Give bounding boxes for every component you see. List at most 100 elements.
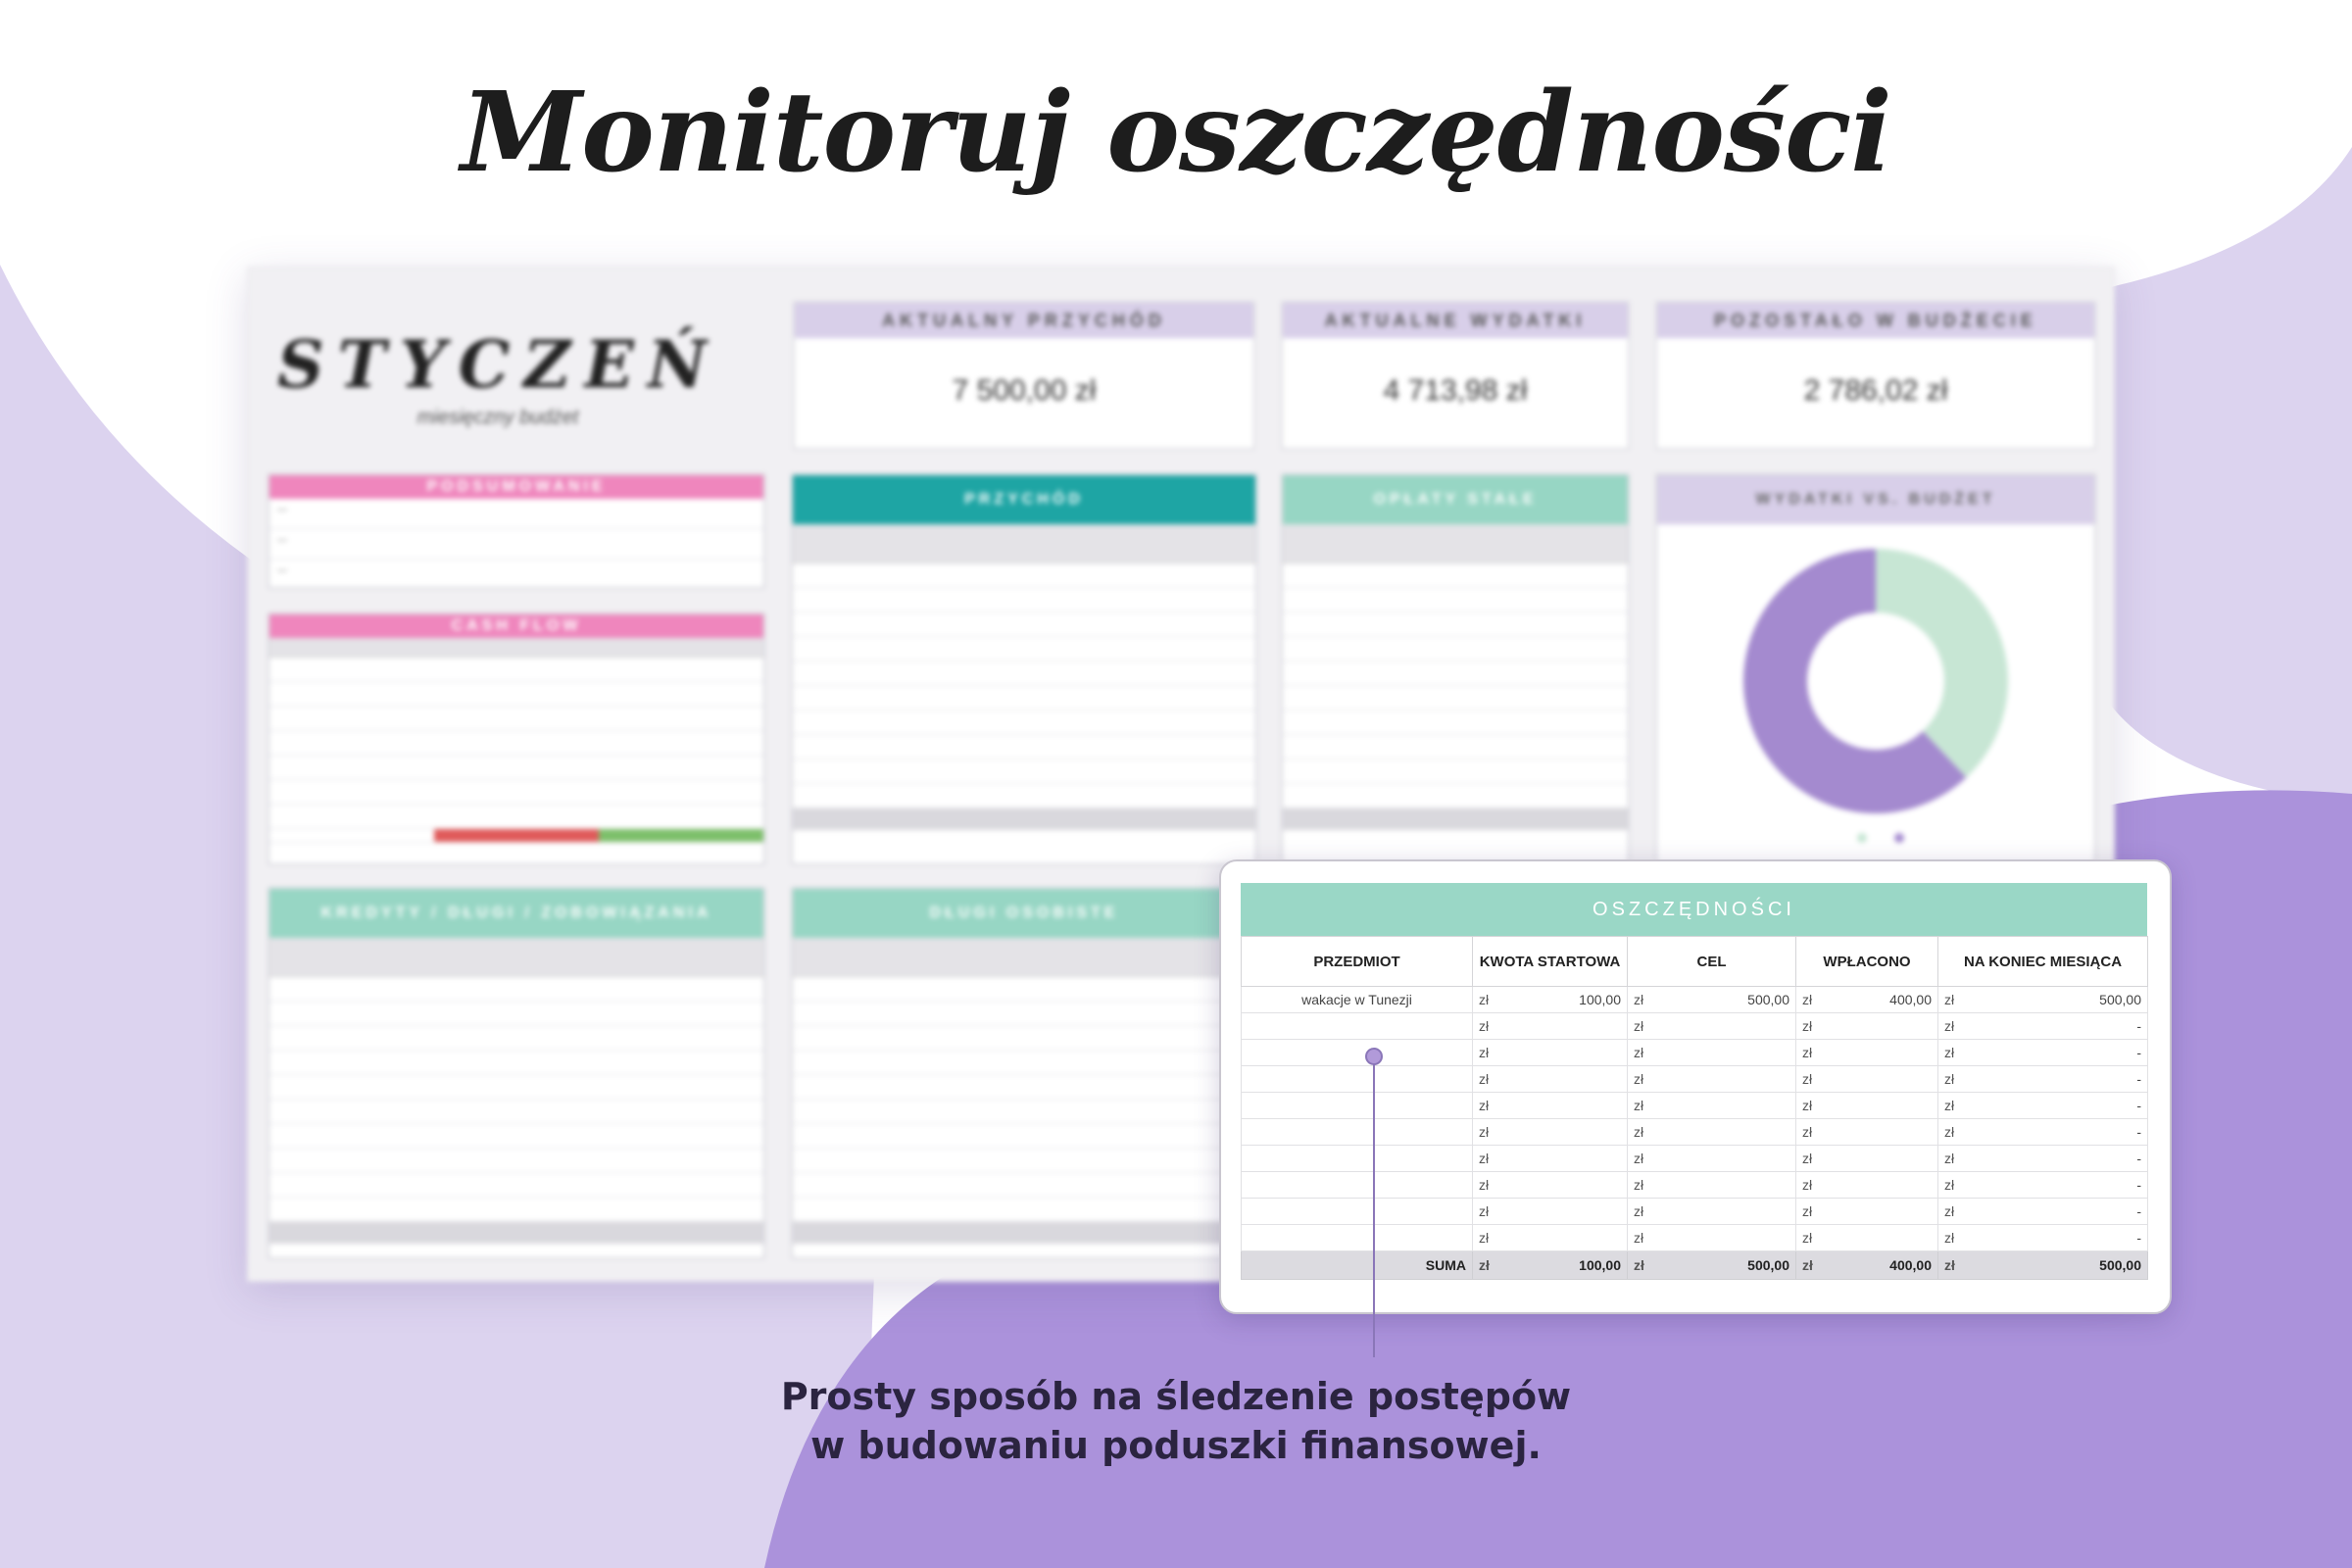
currency-label: zł bbox=[1479, 1257, 1490, 1273]
item-cell[interactable] bbox=[1241, 1065, 1473, 1093]
savings-card: OSZCZĘDNOŚCI PRZEDMIOT KWOTA STARTOWA CE… bbox=[1219, 859, 2172, 1314]
goal-amount-cell[interactable]: zł bbox=[1627, 1012, 1796, 1040]
currency-label: zł bbox=[1944, 1257, 1955, 1273]
end-amount-cell[interactable]: zł - bbox=[1937, 1171, 2148, 1199]
start-amount-cell[interactable]: zł bbox=[1472, 1224, 1628, 1251]
start-amount-cell[interactable]: zł bbox=[1472, 1118, 1628, 1146]
end-amount-cell[interactable]: zł - bbox=[1937, 1092, 2148, 1119]
amount: - bbox=[2136, 1177, 2141, 1193]
item-cell[interactable]: wakacje w Tunezji bbox=[1241, 986, 1473, 1013]
end-amount-cell[interactable]: zł - bbox=[1937, 1224, 2148, 1251]
page-title: Monitoruj oszczędności bbox=[461, 69, 1892, 197]
item-cell[interactable] bbox=[1241, 1012, 1473, 1040]
end-amount-cell[interactable]: zł 500,00 bbox=[1937, 986, 2148, 1013]
goal-amount-cell[interactable]: zł 500,00 bbox=[1627, 986, 1796, 1013]
end-amount-cell[interactable]: zł - bbox=[1937, 1198, 2148, 1225]
month-title: STYCZEŃ bbox=[277, 326, 721, 403]
currency-label: zł bbox=[1944, 1230, 1955, 1246]
start-amount-cell[interactable]: zł bbox=[1472, 1145, 1628, 1172]
currency-label: zł bbox=[1479, 1018, 1490, 1034]
start-amount-cell[interactable]: zł 100,00 bbox=[1472, 986, 1628, 1013]
currency-label: zł bbox=[1802, 992, 1813, 1007]
savings-table: PRZEDMIOT KWOTA STARTOWA CEL WPŁACONO NA… bbox=[1241, 936, 2148, 1280]
paid-amount-cell[interactable]: zł bbox=[1795, 1198, 1938, 1225]
currency-label: zł bbox=[1634, 1230, 1644, 1246]
kpi-label: POZOSTAŁO W BUDŻECIE bbox=[1657, 303, 2094, 338]
amount: 500,00 bbox=[1747, 992, 1789, 1007]
paid-amount-cell[interactable]: zł bbox=[1795, 1118, 1938, 1146]
goal-amount-cell[interactable]: zł bbox=[1627, 1198, 1796, 1225]
start-amount-cell[interactable]: zł bbox=[1472, 1092, 1628, 1119]
goal-amount-cell[interactable]: zł bbox=[1627, 1039, 1796, 1066]
end-amount-cell[interactable]: zł - bbox=[1937, 1012, 2148, 1040]
col-header-paid: WPŁACONO bbox=[1795, 936, 1938, 987]
kpi-label: AKTUALNY PRZYCHÓD bbox=[795, 303, 1253, 338]
end-amount-cell[interactable]: zł - bbox=[1937, 1118, 2148, 1146]
goal-amount-cell[interactable]: zł bbox=[1627, 1065, 1796, 1093]
pointer-line bbox=[1373, 1061, 1375, 1357]
start-amount-cell[interactable]: zł bbox=[1472, 1171, 1628, 1199]
paid-amount-cell[interactable]: zł bbox=[1795, 1224, 1938, 1251]
panel-title: CASH FLOW bbox=[270, 614, 763, 638]
budget-dashboard: STYCZEŃ miesięczny budżet AKTUALNY PRZYC… bbox=[247, 267, 2115, 1282]
savings-row: zł zł zł zł - bbox=[1241, 1224, 2148, 1251]
paid-amount-cell[interactable]: zł bbox=[1795, 1145, 1938, 1172]
currency-label: zł bbox=[1802, 1230, 1813, 1246]
goal-amount-cell[interactable]: zł bbox=[1627, 1224, 1796, 1251]
amount: 500,00 bbox=[2099, 992, 2141, 1007]
item-cell[interactable] bbox=[1241, 1224, 1473, 1251]
paid-amount-cell[interactable]: zł bbox=[1795, 1012, 1938, 1040]
item-cell[interactable] bbox=[1241, 1092, 1473, 1119]
paid-amount-cell[interactable]: zł bbox=[1795, 1092, 1938, 1119]
caption-line-2: w budowaniu poduszki finansowej. bbox=[810, 1424, 1542, 1467]
currency-label: zł bbox=[1944, 1098, 1955, 1113]
end-amount-cell[interactable]: zł - bbox=[1937, 1065, 2148, 1093]
currency-label: zł bbox=[1479, 1230, 1490, 1246]
end-amount-cell[interactable]: zł - bbox=[1937, 1145, 2148, 1172]
goal-amount-cell[interactable]: zł bbox=[1627, 1171, 1796, 1199]
currency-label: zł bbox=[1802, 1203, 1813, 1219]
amount: - bbox=[2136, 1018, 2141, 1034]
goal-amount-cell[interactable]: zł bbox=[1627, 1145, 1796, 1172]
currency-label: zł bbox=[1802, 1045, 1813, 1060]
amount: 400,00 bbox=[1889, 1257, 1932, 1273]
item-cell[interactable] bbox=[1241, 1039, 1473, 1066]
start-amount-cell[interactable]: zł bbox=[1472, 1198, 1628, 1225]
savings-row: zł zł zł zł - bbox=[1241, 1012, 2148, 1040]
amount: - bbox=[2136, 1230, 2141, 1246]
start-amount-cell[interactable]: zł bbox=[1472, 1065, 1628, 1093]
credits-panel: KREDYTY / DŁUGI / ZOBOWIĄZANIA bbox=[268, 887, 765, 1259]
end-amount-cell[interactable]: zł - bbox=[1937, 1039, 2148, 1066]
item-cell[interactable] bbox=[1241, 1171, 1473, 1199]
amount: - bbox=[2136, 1203, 2141, 1219]
paid-amount-cell[interactable]: zł bbox=[1795, 1065, 1938, 1093]
currency-label: zł bbox=[1944, 1203, 1955, 1219]
amount: - bbox=[2136, 1124, 2141, 1140]
savings-row: zł zł zł zł - bbox=[1241, 1118, 2148, 1146]
item-cell[interactable] bbox=[1241, 1145, 1473, 1172]
col-header-goal: CEL bbox=[1627, 936, 1796, 987]
kpi-remaining: POZOSTAŁO W BUDŻECIE 2 786,02 zł bbox=[1655, 301, 2096, 450]
goal-amount-cell[interactable]: zł bbox=[1627, 1092, 1796, 1119]
amount: - bbox=[2136, 1071, 2141, 1087]
savings-sum-row: SUMA zł 100,00 zł 500,00 zł 400,00 zł 500,00 bbox=[1241, 1250, 2148, 1280]
cashflow-panel: CASH FLOW bbox=[268, 612, 765, 865]
sum-start-cell: zł 100,00 bbox=[1472, 1250, 1628, 1280]
start-amount-cell[interactable]: zł bbox=[1472, 1012, 1628, 1040]
sum-goal-cell: zł 500,00 bbox=[1627, 1250, 1796, 1280]
paid-amount-cell[interactable]: zł bbox=[1795, 1039, 1938, 1066]
goal-amount-cell[interactable]: zł bbox=[1627, 1118, 1796, 1146]
currency-label: zł bbox=[1944, 1018, 1955, 1034]
donut-chart bbox=[1739, 544, 2013, 823]
item-cell[interactable] bbox=[1241, 1118, 1473, 1146]
start-amount-cell[interactable]: zł bbox=[1472, 1039, 1628, 1066]
item-cell[interactable] bbox=[1241, 1198, 1473, 1225]
currency-label: zł bbox=[1802, 1124, 1813, 1140]
amount: 500,00 bbox=[2099, 1257, 2141, 1273]
currency-label: zł bbox=[1944, 1177, 1955, 1193]
currency-label: zł bbox=[1479, 1045, 1490, 1060]
savings-row: zł zł zł zł - bbox=[1241, 1039, 2148, 1066]
paid-amount-cell[interactable]: zł bbox=[1795, 1171, 1938, 1199]
paid-amount-cell[interactable]: zł 400,00 bbox=[1795, 986, 1938, 1013]
kpi-value: 2 786,02 zł bbox=[1803, 374, 1948, 407]
